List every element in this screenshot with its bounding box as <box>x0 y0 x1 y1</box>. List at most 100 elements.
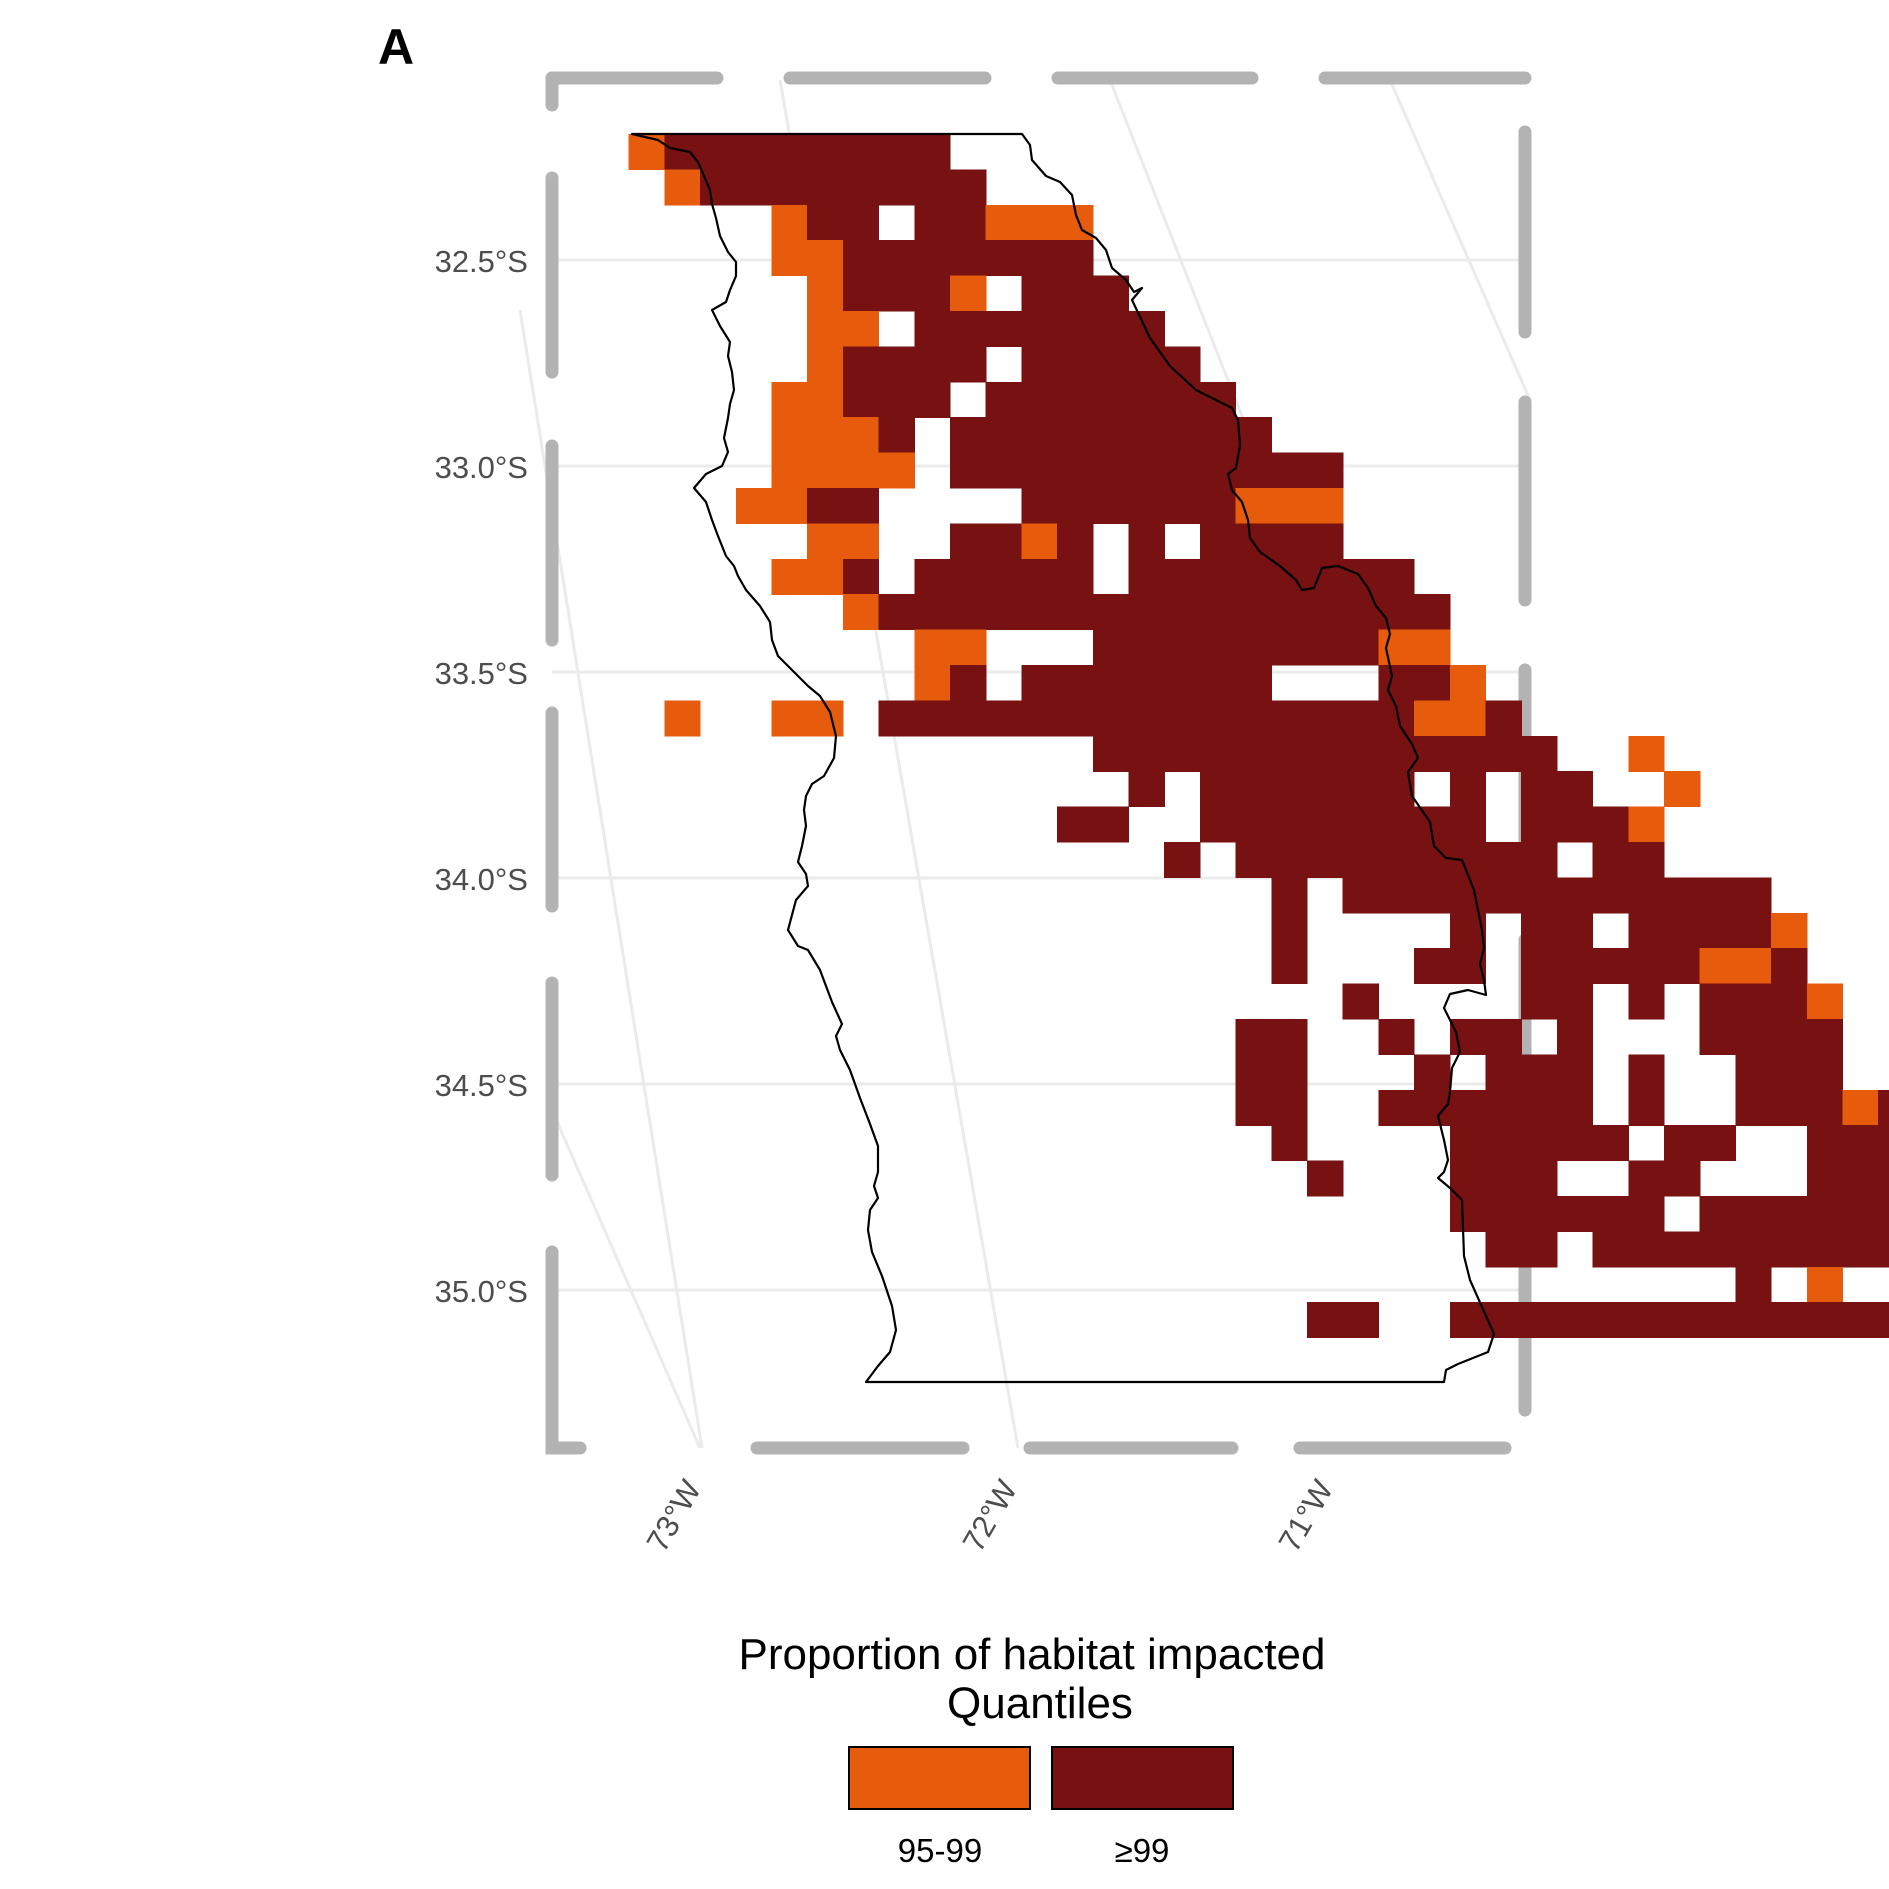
cell-99-plus <box>1556 877 1594 914</box>
cell-99-plus <box>1057 806 1094 843</box>
cell-99-plus <box>1235 558 1272 595</box>
cell-99-plus <box>1592 1302 1629 1339</box>
cell-99-plus <box>1414 842 1451 878</box>
cell-99-plus <box>1057 311 1094 347</box>
cell-95-99 <box>771 558 808 595</box>
cell-99-plus <box>1735 1089 1772 1126</box>
cell-99-plus <box>1128 488 1165 524</box>
cell-99-plus <box>878 134 915 170</box>
cell-99-plus <box>1521 1089 1558 1126</box>
cell-99-plus <box>1021 558 1058 595</box>
cell-99-plus <box>1521 1125 1558 1162</box>
lon-tick-label: 71°W <box>1272 1473 1341 1557</box>
cell-99-plus <box>950 523 987 560</box>
cell-99-plus <box>1342 700 1379 737</box>
cell-99-plus <box>1664 1231 1701 1268</box>
cell-99-plus <box>1556 1089 1594 1126</box>
cell-99-plus <box>1485 735 1522 772</box>
cell-95-99 <box>735 488 773 524</box>
cell-99-plus <box>1021 594 1058 631</box>
cell-99-plus <box>1699 983 1736 1020</box>
cell-99-plus <box>1235 1019 1272 1055</box>
cell-99-plus <box>914 204 951 241</box>
cell-99-plus <box>1057 700 1094 737</box>
cell-99-plus <box>1307 629 1344 666</box>
cell-95-99 <box>807 523 844 560</box>
cell-95-99 <box>1271 488 1308 524</box>
cell-99-plus <box>878 240 915 277</box>
cell-99-plus <box>1092 417 1130 454</box>
cell-99-plus <box>1021 665 1058 701</box>
cell-99-plus <box>950 204 987 241</box>
cell-99-plus <box>1378 665 1415 701</box>
cell-99-plus <box>950 594 987 631</box>
cell-99-plus <box>1699 1196 1736 1232</box>
cell-99-plus <box>1128 346 1165 383</box>
cell-99-plus <box>1235 1054 1272 1091</box>
cell-99-plus <box>1057 240 1094 277</box>
cell-99-plus <box>1199 771 1237 808</box>
cell-95-99 <box>842 594 880 631</box>
cell-99-plus <box>1414 948 1451 985</box>
cell-99-plus <box>1199 806 1237 843</box>
cell-95-99 <box>950 629 987 666</box>
cell-99-plus <box>1771 1054 1808 1091</box>
cell-99-plus <box>735 134 773 170</box>
cell-99-plus <box>1521 1054 1558 1091</box>
cell-95-99 <box>1449 700 1487 737</box>
cell-99-plus <box>1414 1054 1451 1091</box>
cell-99-plus <box>1021 275 1058 312</box>
coastline-outline <box>630 132 1496 1384</box>
cell-99-plus <box>1485 1196 1522 1232</box>
cell-99-plus <box>1271 771 1308 808</box>
cell-99-plus <box>1128 452 1165 489</box>
cell-95-99 <box>807 311 844 347</box>
cell-99-plus <box>1092 346 1130 383</box>
cell-99-plus <box>1271 1125 1308 1162</box>
cell-99-plus <box>1057 452 1094 489</box>
cell-99-plus <box>1164 665 1201 701</box>
cell-99-plus <box>1342 1302 1379 1339</box>
cell-99-plus <box>842 381 880 418</box>
cell-95-99 <box>807 452 844 489</box>
legend-subtitle: Quantiles <box>947 1679 1133 1728</box>
cell-99-plus <box>1128 594 1165 631</box>
cell-99-plus <box>1271 735 1308 772</box>
cell-99-plus <box>1556 806 1594 843</box>
cell-99-plus <box>1021 381 1058 418</box>
cell-99-plus <box>1735 1054 1772 1091</box>
cell-99-plus <box>914 311 951 347</box>
cell-99-plus <box>1271 1054 1308 1091</box>
cell-99-plus <box>985 381 1022 418</box>
cell-99-plus <box>878 594 915 631</box>
impact-cells <box>628 134 1889 1339</box>
cell-99-plus <box>1414 877 1451 914</box>
cell-99-plus <box>1235 806 1272 843</box>
cell-99-plus <box>1092 629 1130 666</box>
cell-95-99 <box>807 381 844 418</box>
cell-99-plus <box>950 665 987 701</box>
cell-99-plus <box>1771 1196 1808 1232</box>
cell-99-plus <box>1414 594 1451 631</box>
cell-99-plus <box>1628 948 1665 985</box>
cell-99-plus <box>1164 735 1201 772</box>
cell-99-plus <box>1521 735 1558 772</box>
longitude-gridline <box>550 1109 702 1449</box>
cell-95-99 <box>771 240 808 277</box>
cell-99-plus <box>1771 1089 1808 1126</box>
legend: Proportion of habitat impacted Quantiles… <box>738 1630 1325 1869</box>
cell-99-plus <box>1735 983 1772 1020</box>
cell-95-99 <box>771 488 808 524</box>
cell-99-plus <box>1521 1160 1558 1197</box>
lat-tick-label: 34.5°S <box>435 1068 528 1103</box>
cell-99-plus <box>1521 983 1558 1020</box>
cell-99-plus <box>1378 594 1415 631</box>
cell-99-plus <box>1128 381 1165 418</box>
cell-99-plus <box>1307 735 1344 772</box>
cell-99-plus <box>1771 1019 1808 1055</box>
cell-99-plus <box>1307 452 1344 489</box>
cell-95-99 <box>1628 735 1665 772</box>
cell-99-plus <box>1092 452 1130 489</box>
cell-99-plus <box>1271 877 1308 914</box>
